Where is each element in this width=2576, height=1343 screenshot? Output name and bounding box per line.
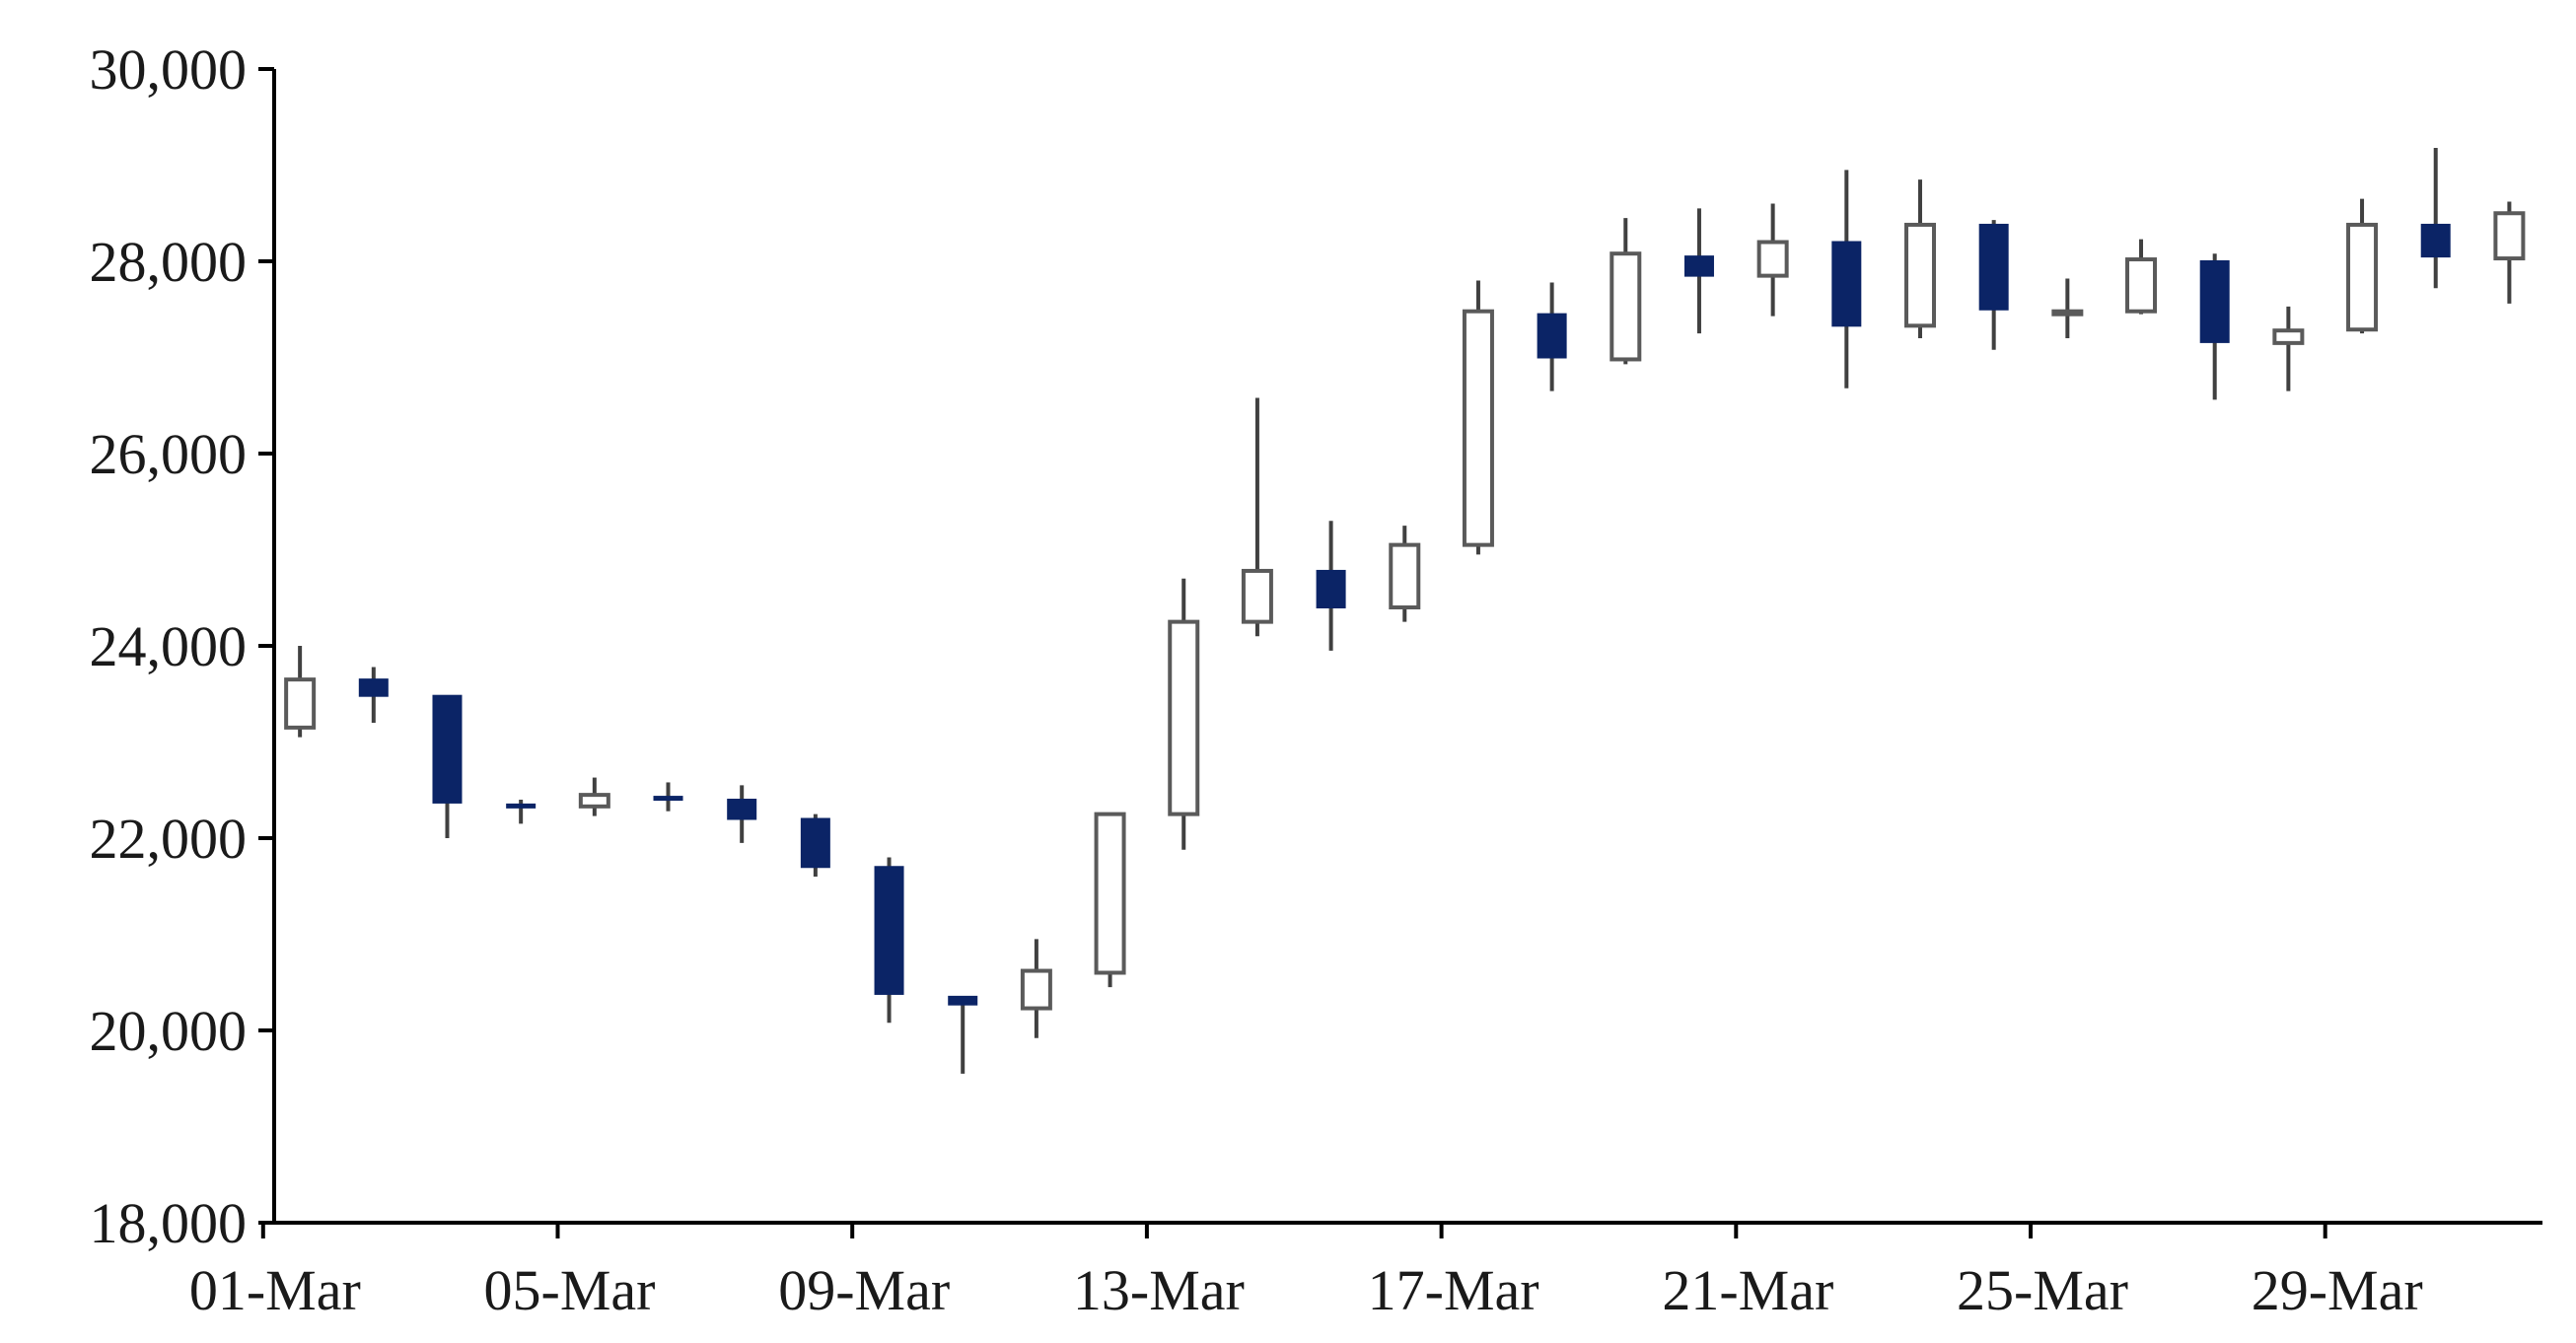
candle-down <box>653 782 683 812</box>
candle-body <box>800 817 830 869</box>
y-tick-label: 30,000 <box>90 37 248 102</box>
candle-up <box>1020 939 1052 1038</box>
candle-up <box>2125 239 2158 315</box>
candle-down <box>2420 147 2451 289</box>
y-tick-label: 22,000 <box>90 807 248 871</box>
candle-body <box>1168 619 1200 816</box>
y-tick-label: 26,000 <box>90 422 248 486</box>
candle-up <box>2346 198 2379 334</box>
candle-body <box>2199 260 2230 343</box>
candle-down <box>1537 282 1567 391</box>
axes <box>272 69 2542 1225</box>
x-tick-label: 13-Mar <box>1073 1258 1245 1322</box>
candle-up <box>284 646 317 738</box>
x-tick-label: 25-Mar <box>1957 1258 2128 1322</box>
candle-up <box>2272 306 2305 391</box>
candle-up <box>578 777 610 816</box>
candle-body <box>358 678 389 697</box>
candle-up <box>2051 278 2084 338</box>
candle-up <box>1756 203 1789 317</box>
candle-body <box>1610 251 1642 362</box>
candle-down <box>2199 253 2230 400</box>
candle-up <box>1903 179 1936 338</box>
candle-down <box>874 857 904 1024</box>
candle-body <box>1389 542 1421 609</box>
candle-down <box>1316 521 1346 651</box>
candle-body <box>2051 309 2084 317</box>
candle-up <box>1610 218 1642 365</box>
candle-up <box>1389 526 1421 622</box>
candle-body <box>1462 309 1494 547</box>
candle-down <box>1978 220 2009 350</box>
candle-body <box>284 677 317 730</box>
candle-up <box>2493 201 2526 304</box>
candle-body <box>1094 812 1126 975</box>
candle-body <box>727 799 757 820</box>
candle-down <box>948 995 978 1074</box>
x-tick-label: 17-Mar <box>1368 1258 1539 1322</box>
candle-body <box>2346 222 2379 332</box>
x-tick-label: 29-Mar <box>2252 1258 2423 1322</box>
candle-body <box>1756 240 1789 278</box>
candle-body <box>432 694 463 804</box>
candle-body <box>2493 211 2526 261</box>
candle-down <box>1683 208 1714 334</box>
candle-body <box>874 866 904 995</box>
candle-up <box>1094 812 1126 988</box>
y-axis-ticks: 18,000 20,000 22,000 24,000 26,000 28,000 30,0… <box>90 37 274 1255</box>
candle-body <box>1537 313 1567 359</box>
candle-body <box>1831 241 1862 327</box>
candle-body <box>1978 223 2009 311</box>
candle-down <box>727 785 757 843</box>
y-tick-label: 20,000 <box>90 999 248 1063</box>
candle-up <box>1168 578 1200 850</box>
y-tick-label: 18,000 <box>90 1191 248 1255</box>
x-tick-label: 21-Mar <box>1662 1258 1833 1322</box>
candle-body <box>653 796 683 802</box>
x-tick-label: 09-Mar <box>778 1258 950 1322</box>
candle-body <box>578 793 610 809</box>
candle-up <box>1462 280 1494 555</box>
candle-up <box>1241 397 1273 637</box>
candles-layer <box>284 147 2526 1074</box>
candle-body <box>1683 255 1714 277</box>
x-tick-label: 01-Mar <box>189 1258 361 1322</box>
candle-down <box>432 694 463 838</box>
x-tick-label: 05-Mar <box>484 1258 656 1322</box>
candle-body <box>506 803 537 809</box>
candle-body <box>2420 223 2451 258</box>
candle-body <box>1020 968 1052 1011</box>
candle-body <box>1241 568 1273 624</box>
candle-body <box>1316 569 1346 609</box>
candle-down <box>506 800 537 824</box>
candle-body <box>2125 257 2158 314</box>
candle-body <box>2272 328 2305 345</box>
y-tick-label: 24,000 <box>90 614 248 678</box>
y-tick-label: 28,000 <box>90 230 248 294</box>
candle-down <box>800 813 830 877</box>
candle-down <box>1831 170 1862 389</box>
candle-body <box>948 995 978 1006</box>
candle-body <box>1903 222 1936 328</box>
candle-down <box>358 667 389 723</box>
x-axis-ticks: 01-Mar 05-Mar 09-Mar 13-Mar 17-Mar 21-Mar 25-M… <box>189 1223 2423 1322</box>
